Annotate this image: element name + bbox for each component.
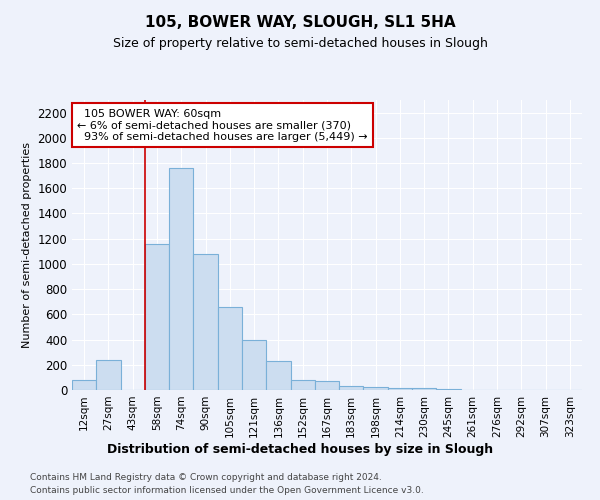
Text: Size of property relative to semi-detached houses in Slough: Size of property relative to semi-detach… — [113, 38, 487, 51]
Bar — [242, 340, 266, 390]
Bar — [339, 386, 364, 390]
Bar — [388, 388, 412, 390]
Bar — [364, 388, 388, 390]
Bar — [266, 361, 290, 390]
Bar — [72, 380, 96, 390]
Bar — [96, 360, 121, 390]
Bar — [290, 380, 315, 390]
Bar — [412, 388, 436, 390]
Text: 105 BOWER WAY: 60sqm
← 6% of semi-detached houses are smaller (370)
  93% of sem: 105 BOWER WAY: 60sqm ← 6% of semi-detach… — [77, 108, 368, 142]
Text: Contains HM Land Registry data © Crown copyright and database right 2024.: Contains HM Land Registry data © Crown c… — [30, 472, 382, 482]
Y-axis label: Number of semi-detached properties: Number of semi-detached properties — [22, 142, 32, 348]
Bar — [193, 254, 218, 390]
Bar — [145, 244, 169, 390]
Bar — [169, 168, 193, 390]
Text: Contains public sector information licensed under the Open Government Licence v3: Contains public sector information licen… — [30, 486, 424, 495]
Text: Distribution of semi-detached houses by size in Slough: Distribution of semi-detached houses by … — [107, 442, 493, 456]
Bar — [218, 307, 242, 390]
Bar — [315, 380, 339, 390]
Text: 105, BOWER WAY, SLOUGH, SL1 5HA: 105, BOWER WAY, SLOUGH, SL1 5HA — [145, 15, 455, 30]
